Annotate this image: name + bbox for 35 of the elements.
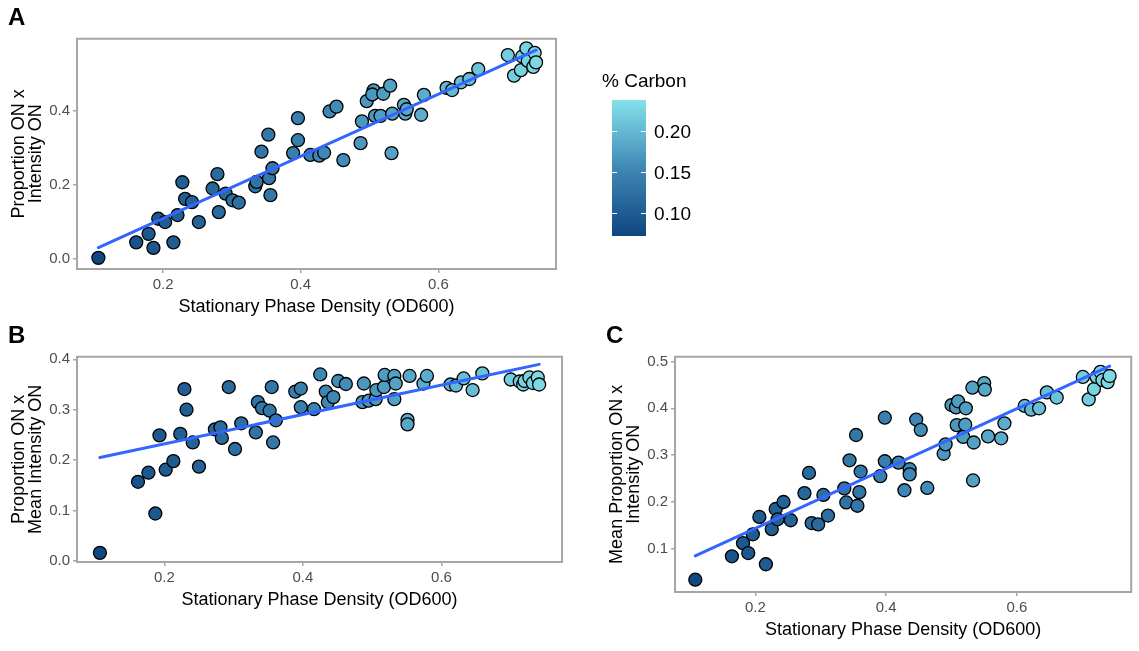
- x-tick-label: 0.6: [431, 568, 452, 586]
- y-tick-label: 0.1: [49, 500, 71, 518]
- color-bar-label: 0.10: [654, 202, 691, 225]
- y-axis-title: Mean Proportion ON x Intensity ON: [605, 384, 643, 564]
- x-tick-label: 0.2: [153, 568, 175, 586]
- x-tick-label: 0.4: [290, 275, 312, 293]
- x-tick-label: 0.2: [745, 598, 766, 616]
- y-tick-label: 0.2: [647, 492, 669, 510]
- y-tick-label: 0.3: [49, 399, 71, 417]
- y-tick-label: 0.2: [49, 450, 71, 468]
- y-axis-title: Proportion ON x Intensity ON: [7, 89, 45, 219]
- color-bar-label: 0.20: [654, 120, 691, 143]
- y-tick-label: 0.0: [49, 551, 71, 569]
- chart-title: A: [8, 3, 26, 31]
- y-axis-title: Proportion ON x Mean Intensity ON: [7, 384, 45, 534]
- y-tick-label: 0.5: [647, 351, 669, 369]
- x-tick-label: 0.6: [427, 275, 449, 293]
- x-tick-label: 0.6: [1006, 598, 1028, 616]
- y-tick-label: 0.1: [647, 538, 669, 556]
- y-tick-label: 0.4: [647, 398, 669, 416]
- x-tick-label: 0.4: [875, 598, 897, 616]
- chart-title: B: [8, 321, 26, 349]
- chart-title: C: [606, 321, 624, 349]
- x-axis-title: Stationary Phase Density (OD600): [181, 589, 458, 610]
- y-tick-label: 0.4: [49, 349, 71, 367]
- x-tick-label: 0.4: [292, 568, 314, 586]
- color-bar-title: % Carbon: [602, 70, 687, 92]
- y-tick-label: 0.3: [647, 445, 669, 463]
- y-tick-label: 0.2: [49, 174, 71, 192]
- x-axis-title: Stationary Phase Density (OD600): [178, 296, 455, 317]
- x-tick-label: 0.2: [152, 275, 174, 293]
- y-tick-label: 0.4: [49, 101, 71, 119]
- y-tick-label: 0.0: [49, 248, 71, 266]
- color-bar-label: 0.15: [654, 161, 691, 184]
- x-axis-title: Stationary Phase Density (OD600): [765, 619, 1042, 640]
